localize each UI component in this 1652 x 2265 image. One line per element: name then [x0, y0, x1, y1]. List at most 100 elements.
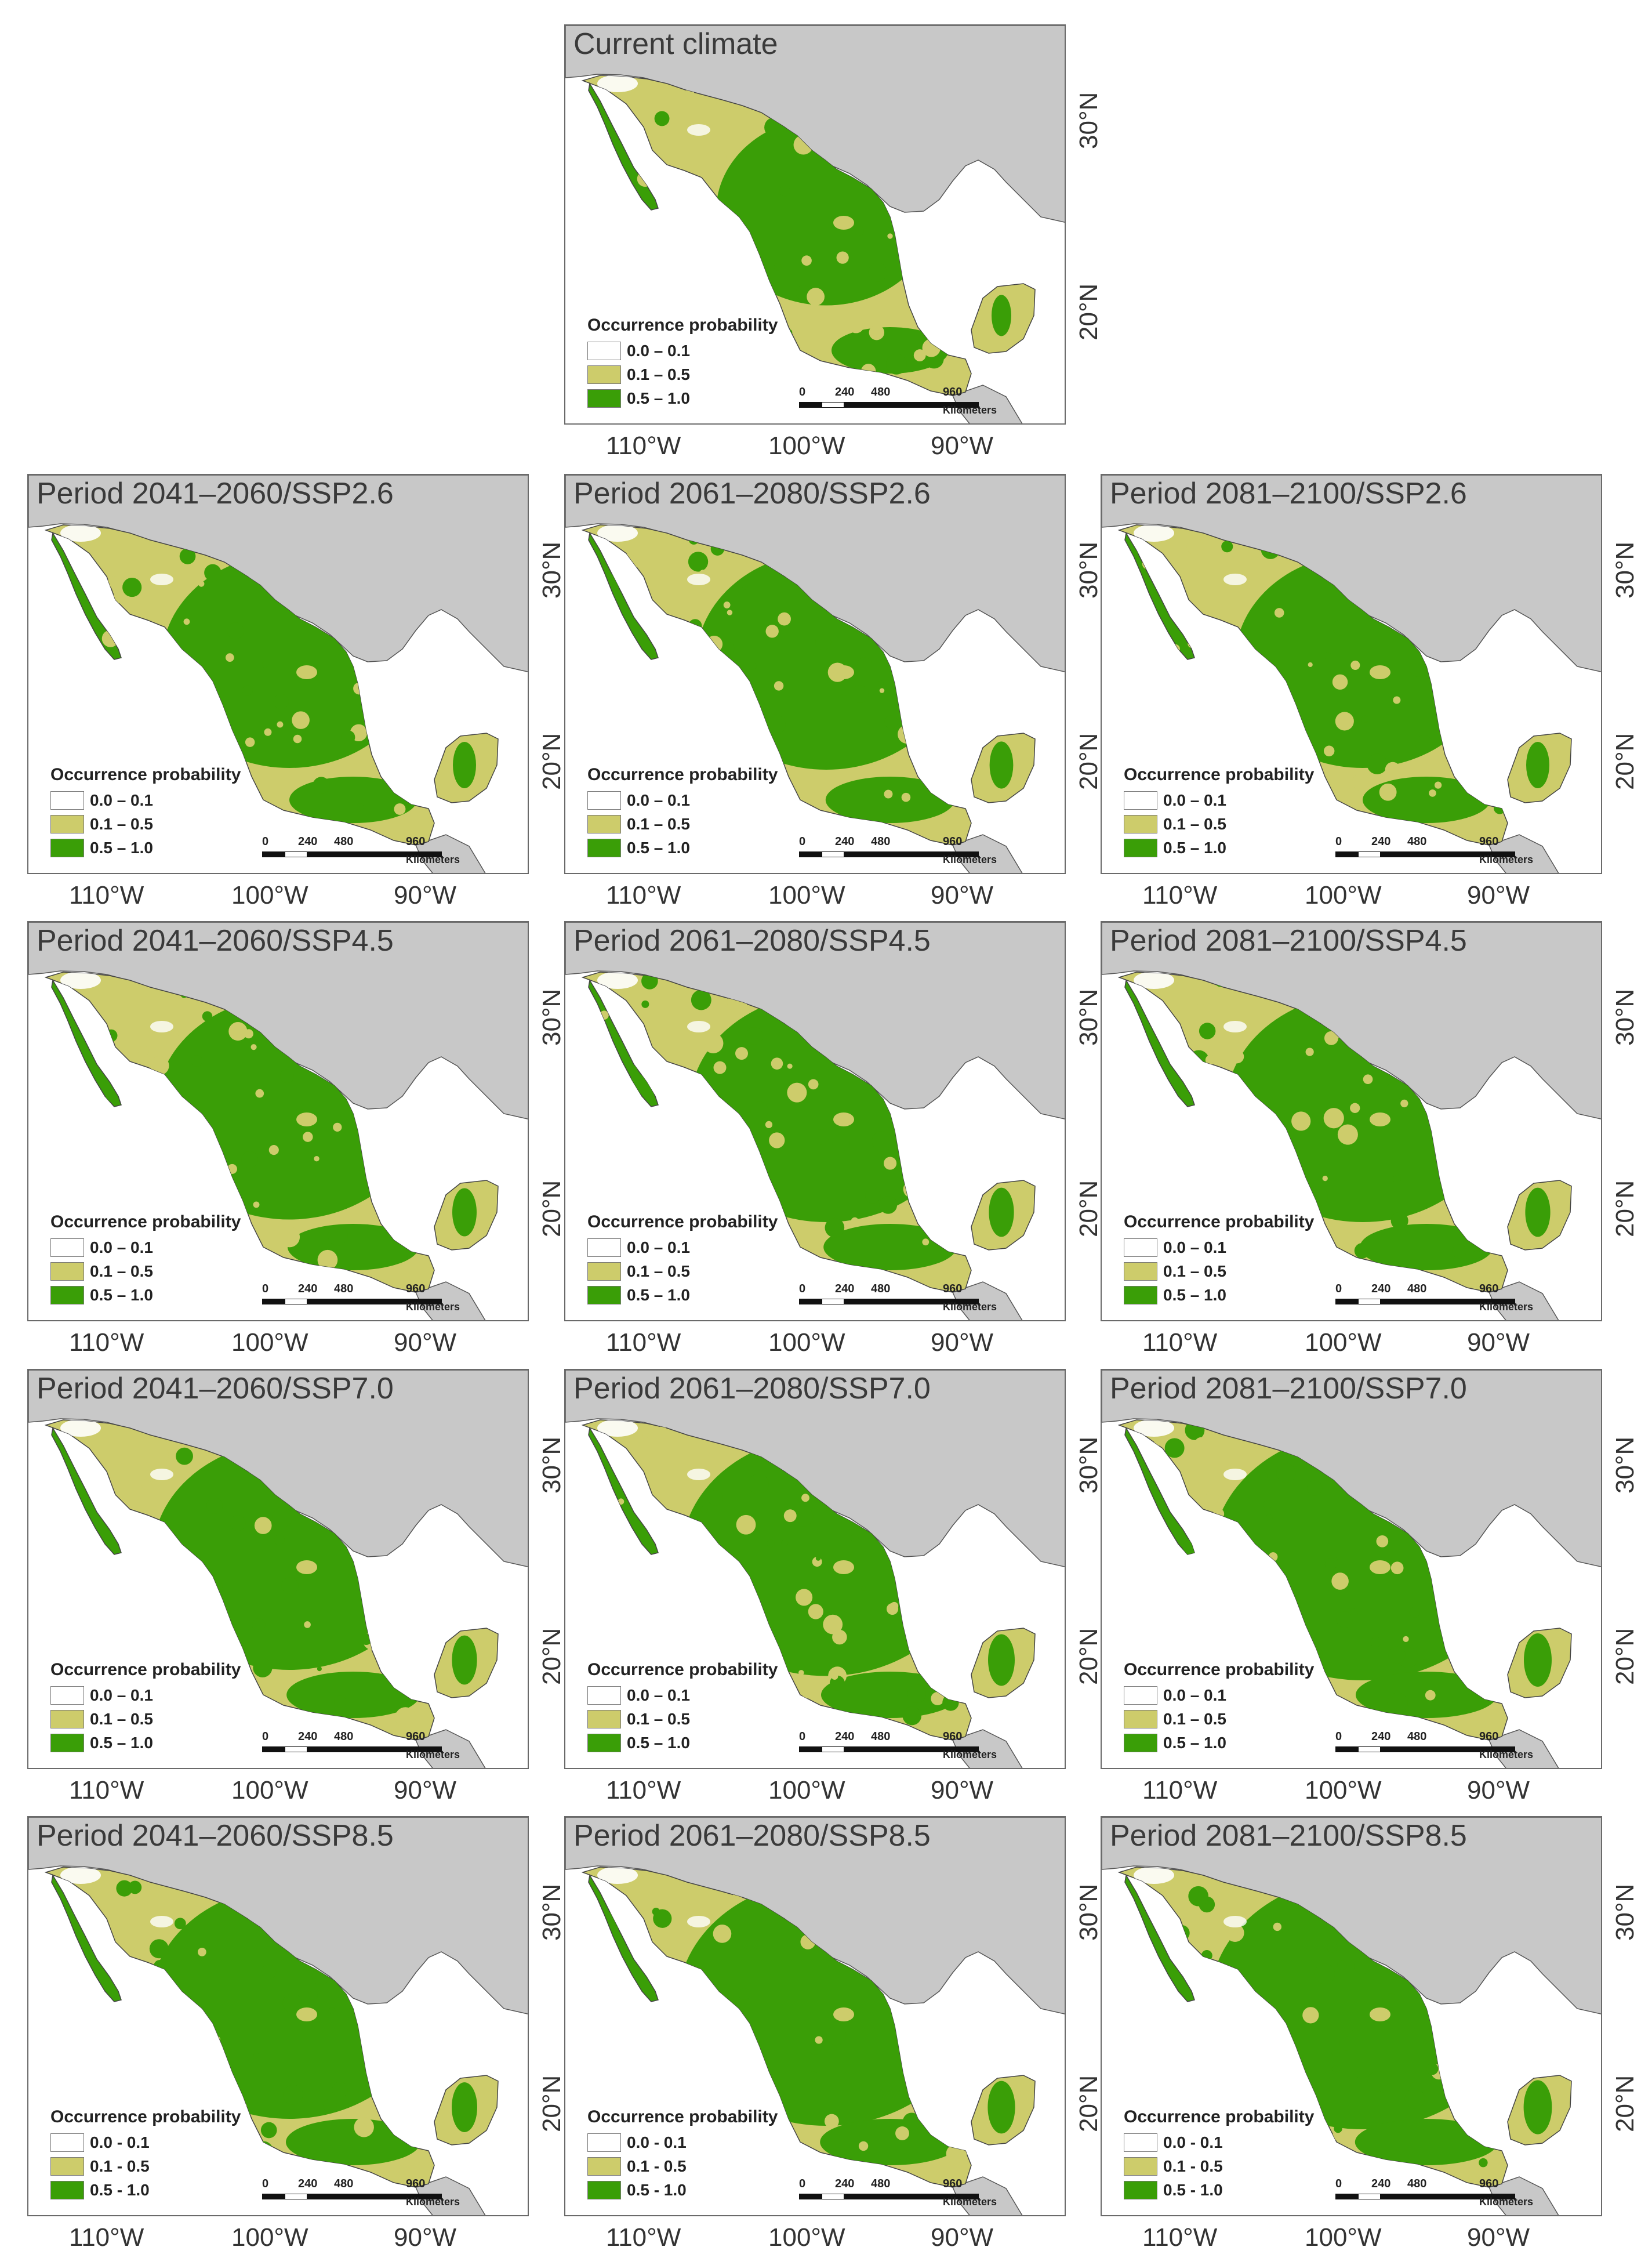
legend-title: Occurrence probability [1124, 2107, 1315, 2126]
scale-segment [284, 2194, 307, 2199]
legend-swatch [587, 365, 621, 384]
legend-item: 0.0 – 0.1 [50, 1683, 236, 1707]
scale-tick-label: 960 [406, 1282, 426, 1295]
map-frame: Period 2081–2100/SSP2.6 Occurrence probab… [1101, 474, 1602, 874]
legend-item: 0.0 - 0.1 [1124, 2130, 1309, 2154]
map-canvas [28, 1817, 528, 2215]
scale-tick-label: 480 [1407, 1282, 1427, 1295]
legend: Occurrence probability 0.0 – 0.1 0.1 – 0.5… [587, 765, 778, 860]
legend-swatch [50, 1686, 84, 1705]
scale-segment [262, 1299, 285, 1304]
legend-title: Occurrence probability [587, 316, 778, 335]
legend-item: 0.0 – 0.1 [587, 339, 773, 363]
legend-swatch [587, 1238, 621, 1257]
legend-label: 0.1 – 0.5 [627, 1262, 690, 1280]
legend-swatch [50, 791, 84, 810]
longitude-label: 90°W [1467, 1776, 1530, 1804]
legend-swatch [50, 1285, 84, 1304]
central-america-land [415, 1281, 486, 1320]
legend-swatch [1124, 1262, 1157, 1281]
baja-peninsula-region [51, 1426, 122, 1555]
legend-title: Occurrence probability [1124, 765, 1315, 784]
scale-tick-label: 0 [799, 835, 806, 848]
map-canvas [28, 1370, 528, 1768]
scale-tick-label: 480 [1407, 1730, 1427, 1743]
scale-segment [1335, 1299, 1358, 1304]
legend-item: 0.0 – 0.1 [50, 788, 236, 812]
latitude-label: 30°N [1074, 1436, 1103, 1494]
scale-tick-label: 240 [1371, 2177, 1391, 2190]
scale-tick-label: 960 [943, 835, 963, 848]
longitude-label: 100°W [1305, 1328, 1382, 1357]
legend-title: Occurrence probability [50, 2107, 241, 2126]
legend-swatch [1124, 1733, 1157, 1752]
legend: Occurrence probability 0.0 – 0.1 0.1 – 0.5… [50, 1212, 241, 1307]
scale-tick-label: 480 [334, 1282, 354, 1295]
map-canvas [1102, 1817, 1601, 2215]
scale-tick-label: 480 [334, 1730, 354, 1743]
scale-unit: Kilometers [406, 1301, 460, 1313]
legend-item: 0.0 - 0.1 [587, 2130, 773, 2154]
scale-segment [821, 1299, 844, 1304]
scale-segment [799, 402, 822, 408]
scale-bar: 0 240 480 960 Kilometers [1335, 835, 1562, 865]
central-america-land [415, 2176, 486, 2215]
panel-title: Period 2081–2100/SSP7.0 [1110, 1372, 1467, 1405]
scale-bar: 0 240 480 960 Kilometers [799, 835, 1025, 865]
legend-swatch [50, 814, 84, 833]
scale-bar: 0 240 480 960 Kilometers [262, 1282, 488, 1313]
map-panel: Period 2041–2060/SSP7.0 Occurrence probab… [27, 1369, 566, 1804]
scale-bar: 0 240 480 960 Kilometers [799, 1282, 1025, 1313]
scale-segment [844, 402, 889, 408]
legend-label: 0.5 – 1.0 [627, 389, 690, 407]
longitude-label: 110°W [606, 2223, 681, 2252]
scale-tick-label: 960 [1479, 1730, 1499, 1743]
latitude-label: 20°N [1611, 733, 1639, 790]
scale-segment [1380, 2194, 1425, 2199]
legend-item: 0.1 – 0.5 [1124, 812, 1309, 836]
legend-swatch [587, 341, 621, 360]
legend-title: Occurrence probability [50, 765, 241, 784]
legend-swatch [1124, 1686, 1157, 1705]
latitude-label: 20°N [538, 1628, 566, 1685]
legend-label: 0.1 – 0.5 [90, 814, 153, 833]
legend-label: 0.0 – 0.1 [627, 1686, 690, 1704]
legend-swatch [587, 2133, 621, 2152]
legend-item: 0.5 - 1.0 [50, 2178, 236, 2202]
baja-peninsula-region [51, 979, 122, 1107]
map-frame: Period 2041–2060/SSP7.0 Occurrence probab… [27, 1369, 529, 1769]
scale-segment [1425, 851, 1515, 857]
latitude-label: 30°N [1074, 541, 1103, 599]
longitude-label: 110°W [606, 881, 681, 909]
scale-bar: 0 240 480 960 Kilometers [262, 2177, 488, 2208]
longitude-label: 110°W [69, 2223, 144, 2252]
scale-unit: Kilometers [943, 404, 997, 416]
legend-item: 0.5 – 1.0 [1124, 1283, 1309, 1307]
scale-tick-label: 480 [871, 835, 891, 848]
longitude-label: 100°W [768, 2223, 845, 2252]
scale-segment [821, 851, 844, 857]
baja-peninsula-region [1124, 1873, 1195, 2002]
legend: Occurrence probability 0.0 – 0.1 0.1 – 0.5… [50, 765, 241, 860]
latitude-label: 30°N [1074, 988, 1103, 1046]
scale-segment [1357, 2194, 1381, 2199]
latitude-label: 20°N [1074, 283, 1103, 340]
map-canvas [565, 475, 1065, 873]
longitude-label: 110°W [606, 432, 681, 460]
scale-segment [284, 1746, 307, 1752]
legend: Occurrence probability 0.0 - 0.1 0.1 - 0.5… [50, 2107, 241, 2202]
map-panel: Period 2081–2100/SSP7.0 Occurrence probab… [1101, 1369, 1639, 1804]
scale-bar: 0 240 480 960 Kilometers [262, 1730, 488, 1760]
map-frame: Period 2061–2080/SSP7.0 Occurrence probab… [564, 1369, 1066, 1769]
legend-label: 0.1 – 0.5 [90, 1262, 153, 1280]
legend-swatch [587, 1285, 621, 1304]
scale-tick-label: 960 [943, 1730, 963, 1743]
panel-title: Current climate [573, 27, 778, 61]
scale-tick-label: 0 [1335, 835, 1342, 848]
scale-segment [284, 851, 307, 857]
map-panel: Period 2081–2100/SSP2.6 Occurrence probab… [1101, 474, 1639, 909]
latitude-label: 30°N [1074, 1883, 1103, 1941]
legend-label: 0.5 – 1.0 [90, 1733, 153, 1752]
legend: Occurrence probability 0.0 – 0.1 0.1 – 0.5… [50, 1660, 241, 1755]
scale-unit: Kilometers [943, 854, 997, 865]
